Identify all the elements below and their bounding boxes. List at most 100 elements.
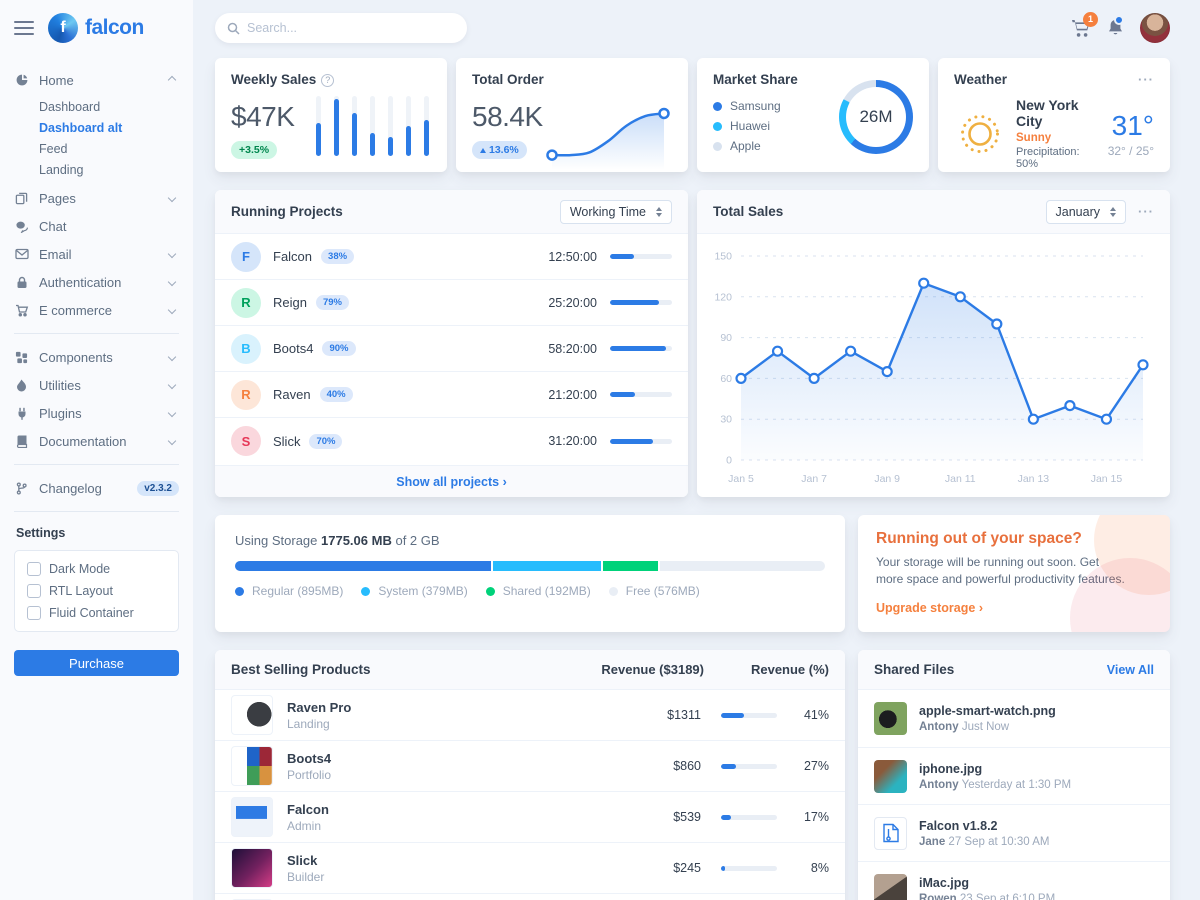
- sidebar-item-dashboard[interactable]: Dashboard: [39, 99, 101, 114]
- progress-bar: [721, 712, 777, 718]
- project-name[interactable]: Falcon: [273, 249, 313, 264]
- project-name[interactable]: Boots4: [273, 341, 314, 356]
- sidebar-item-ecommerce[interactable]: E commerce: [14, 296, 179, 324]
- file-name[interactable]: apple-smart-watch.png: [919, 704, 1056, 718]
- product-category: Landing: [287, 716, 330, 731]
- svg-text:60: 60: [720, 373, 732, 385]
- user-avatar[interactable]: [1140, 13, 1170, 43]
- project-name[interactable]: Raven: [273, 387, 311, 402]
- fire-icon: [14, 379, 29, 392]
- chevron-down-icon: [167, 193, 177, 203]
- sidebar-item-email[interactable]: Email: [14, 240, 179, 268]
- file-thumbnail: [874, 702, 907, 735]
- product-thumbnail: [231, 797, 273, 837]
- brand-name: falcon: [85, 16, 144, 39]
- project-progress-badge: 79%: [315, 295, 349, 310]
- upgrade-storage-link[interactable]: Upgrade storage ›: [876, 600, 983, 615]
- card-footer: Show all projects ›: [215, 465, 688, 497]
- market-share-legend: Samsung Huawei Apple: [713, 99, 913, 153]
- product-row: Boots4 Portfolio $860 27%: [215, 741, 845, 792]
- show-all-projects-link[interactable]: Show all projects ›: [396, 474, 507, 489]
- legend-item: Apple: [713, 139, 913, 153]
- sidebar-item-authentication[interactable]: Authentication: [14, 268, 179, 296]
- month-select[interactable]: January: [1045, 199, 1126, 224]
- product-percent: 8%: [810, 861, 829, 875]
- sidebar-item-chat[interactable]: Chat: [14, 212, 179, 240]
- sidebar-item-landing[interactable]: Landing: [39, 162, 84, 177]
- file-name[interactable]: iMac.jpg: [919, 875, 970, 890]
- weather-condition: Sunny: [1016, 132, 1052, 144]
- avatar: R: [231, 287, 261, 318]
- weather-precipitation: Precipitation: 50%: [1016, 146, 1080, 170]
- notification-dot-badge: [1114, 14, 1124, 25]
- brand-logo[interactable]: f falcon: [48, 13, 144, 43]
- search-icon: [227, 22, 240, 35]
- purchase-button[interactable]: Purchase: [14, 650, 179, 676]
- sidebar-item-components[interactable]: Components: [14, 343, 179, 371]
- sidebar-item-documentation[interactable]: Documentation: [14, 427, 179, 455]
- total-sales-chart-area: 0 30 60 90 120 150 Jan 5 Jan 7 Jan 9 Jan 11 Jan 13…: [697, 234, 1170, 497]
- sidebar-item-home[interactable]: Home: [14, 66, 179, 94]
- view-all-link[interactable]: View All: [1106, 662, 1154, 677]
- help-icon[interactable]: ?: [321, 73, 335, 87]
- chevron-down-icon: [167, 277, 177, 287]
- project-name[interactable]: Slick: [273, 433, 301, 449]
- bar: [424, 96, 429, 156]
- sidebar-item-plugins[interactable]: Plugins: [14, 399, 179, 427]
- project-time: 58:20:00: [548, 341, 597, 356]
- bar: [406, 96, 411, 156]
- topnav-actions: 1: [1071, 11, 1170, 43]
- rtl-layout-toggle[interactable]: RTL Layout: [27, 584, 166, 598]
- product-percent: 41%: [803, 708, 829, 722]
- storage-segment: [492, 561, 602, 571]
- working-time-select[interactable]: Working Time: [559, 199, 672, 224]
- version-badge: v2.3.2: [137, 480, 179, 496]
- product-row-partial: [215, 894, 845, 900]
- divider: [14, 333, 179, 334]
- svg-text:90: 90: [720, 332, 732, 344]
- svg-text:Jan 15: Jan 15: [1091, 473, 1123, 485]
- legend-item: Samsung: [713, 99, 913, 113]
- dark-mode-toggle[interactable]: Dark Mode: [27, 562, 166, 576]
- ellipsis-menu-icon[interactable]: ···: [1138, 204, 1154, 219]
- progress-bar: [721, 763, 777, 769]
- project-time: 31:20:00: [548, 434, 597, 448]
- storage-used: 1775.06 MB: [321, 533, 392, 548]
- fluid-container-toggle[interactable]: Fluid Container: [27, 606, 166, 620]
- sidebar-item-changelog[interactable]: Changelog v2.3.2: [14, 474, 179, 502]
- sidebar-item-feed[interactable]: Feed: [39, 141, 68, 156]
- search-input[interactable]: [247, 21, 455, 35]
- cart-button[interactable]: 1: [1071, 11, 1098, 38]
- card-title: Weather: [954, 72, 1008, 87]
- product-name[interactable]: Raven Pro: [287, 699, 352, 715]
- sidebar-item-dashboard-alt[interactable]: Dashboard alt: [39, 120, 123, 135]
- card-header: Shared Files View All: [858, 650, 1170, 690]
- product-name[interactable]: Slick: [287, 852, 318, 868]
- column-header-revenue: Revenue ($3189): [601, 662, 704, 677]
- notifications-button[interactable]: [1107, 14, 1124, 38]
- storage-segment: [660, 561, 825, 571]
- sidebar-item-pages[interactable]: Pages: [14, 184, 179, 212]
- product-name[interactable]: Boots4: [287, 750, 332, 766]
- shared-files-card: Shared Files View All apple-smart-watch.…: [858, 650, 1170, 900]
- progress-bar: [610, 300, 672, 305]
- card-header: Total Sales January ···: [697, 190, 1170, 234]
- avatar: F: [231, 241, 261, 272]
- ellipsis-menu-icon[interactable]: ···: [1138, 72, 1154, 87]
- hamburger-menu-icon[interactable]: [14, 21, 34, 35]
- bar: [334, 96, 339, 156]
- project-name[interactable]: Reign: [273, 295, 307, 310]
- weekly-sales-value: $47K: [231, 101, 295, 132]
- file-name[interactable]: Falcon v1.8.2: [919, 818, 998, 833]
- product-revenue: $1311: [667, 708, 701, 722]
- storage-row: Using Storage 1775.06 MB of 2 GB Regular…: [215, 515, 1170, 632]
- promo-title: Running out of your space?: [876, 530, 1082, 547]
- product-name[interactable]: Falcon: [287, 801, 329, 817]
- sidebar-item-utilities[interactable]: Utilities: [14, 371, 179, 399]
- plug-icon: [14, 407, 29, 420]
- legend-dot: [235, 586, 244, 596]
- market-share-card: Market Share Samsung Huawei Apple: [697, 58, 929, 172]
- project-time: 21:20:00: [548, 387, 597, 402]
- file-name[interactable]: iphone.jpg: [919, 761, 983, 776]
- legend-item: Huawei: [713, 119, 913, 133]
